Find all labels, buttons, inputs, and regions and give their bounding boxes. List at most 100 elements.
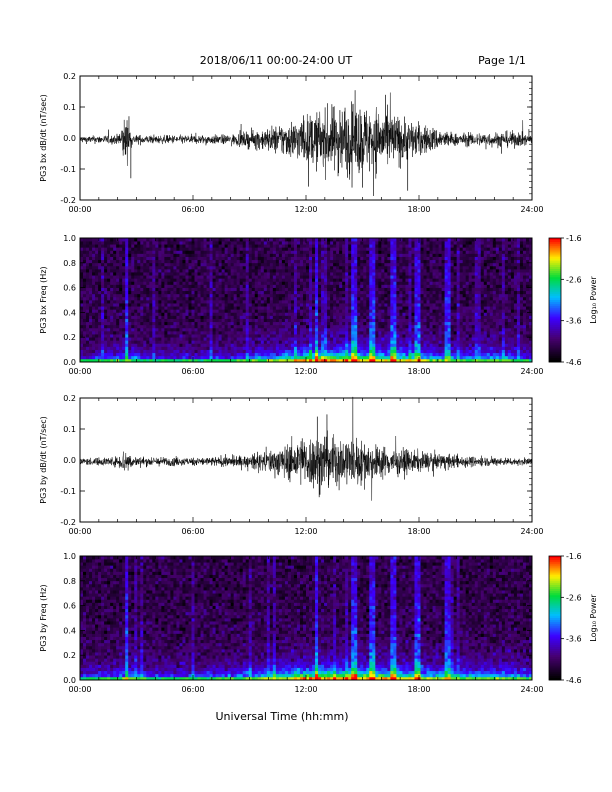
spectrogram-cell <box>257 241 262 245</box>
spectrogram-cell <box>281 293 286 298</box>
spectrogram-cell <box>110 337 114 341</box>
spectrogram-cell <box>299 358 304 363</box>
spectrogram-cell <box>414 253 418 257</box>
spectrogram-cell <box>257 253 262 257</box>
spectrogram-cell <box>257 331 262 335</box>
spectrogram-cell <box>86 327 90 332</box>
spectrogram-cell <box>92 337 96 341</box>
spectrogram-cell <box>342 244 346 248</box>
spectrogram-cell <box>104 315 108 319</box>
spectrogram-cell <box>182 247 186 251</box>
spectrogram-cell <box>110 247 114 251</box>
spectrogram-cell <box>263 275 268 279</box>
spectrogram-cell <box>354 315 358 319</box>
spectrogram-cell <box>390 293 394 298</box>
spectrogram-cell <box>230 256 235 261</box>
spectrogram-cell <box>330 296 334 301</box>
spectrogram-cell <box>309 358 313 363</box>
spectrogram-cell <box>110 244 114 248</box>
spectrogram-cell <box>215 296 219 301</box>
spectrogram-cell <box>369 331 373 335</box>
spectrogram-cell <box>260 318 265 323</box>
spectrogram-cell <box>125 309 129 313</box>
spectrogram-cell <box>176 241 180 245</box>
spectrogram-cell <box>176 312 180 316</box>
spectrogram-cell <box>366 269 370 273</box>
spectrogram-cell <box>236 275 241 279</box>
spectrogram-cell <box>372 296 376 301</box>
spectrogram-cell <box>170 272 174 276</box>
spectrogram-cell <box>128 253 132 257</box>
spectrogram-cell <box>366 238 370 242</box>
spectrogram-cell <box>444 324 448 329</box>
spectrogram-cell <box>366 306 370 310</box>
spectrogram-cell <box>164 287 168 292</box>
spectrogram-cell <box>227 352 232 357</box>
spectrogram-cell <box>312 269 316 273</box>
spectrogram-cell <box>312 272 316 276</box>
spectrogram-cell <box>384 327 388 332</box>
spectrogram-cell <box>378 253 382 257</box>
spectrogram-cell <box>414 287 418 292</box>
spectrogram-cell <box>131 247 135 251</box>
spectrogram-cell <box>348 241 352 245</box>
spectrogram-cell <box>444 281 448 285</box>
spectrogram-cell <box>188 331 192 335</box>
spectrogram-cell <box>101 269 105 273</box>
spectrogram-cell <box>351 337 355 341</box>
spectrogram-cell <box>381 284 385 288</box>
spectrogram-cell <box>98 275 102 279</box>
spectrogram-cell <box>185 247 189 251</box>
spectrogram-cell <box>327 349 331 354</box>
spectrogram-cell <box>236 250 241 254</box>
spectrogram-cell <box>203 346 207 350</box>
spectrogram-cell <box>236 241 241 245</box>
spectrogram-cell <box>161 321 165 326</box>
spectrogram-cell <box>330 340 334 344</box>
spectrogram-cell <box>351 256 355 261</box>
spectrogram-cell <box>269 321 274 326</box>
spectrogram-cell <box>239 262 244 267</box>
spectrogram-cell <box>330 358 334 363</box>
spectrogram-cell <box>215 349 219 354</box>
spectrogram-cell <box>224 290 228 295</box>
spectrogram-cell <box>236 352 241 357</box>
spectrogram-cell <box>230 272 235 276</box>
spectrogram-cell <box>293 337 298 341</box>
spectrogram-cell <box>390 241 394 245</box>
spectrogram-cell <box>248 269 253 273</box>
spectrogram-cell <box>438 352 442 357</box>
spectrogram-cell <box>173 241 177 245</box>
spectrogram-cell <box>170 290 174 295</box>
spectrogram-cell <box>113 290 117 295</box>
spectrogram-cell <box>218 284 222 288</box>
spectrogram-cell <box>296 259 301 264</box>
spectrogram-cell <box>408 340 412 344</box>
spectrogram-cell <box>92 247 96 251</box>
spectrogram-cell <box>375 241 379 245</box>
spectrogram-cell <box>387 238 391 242</box>
spectrogram-cell <box>104 334 108 338</box>
spectrogram-cell <box>95 269 99 273</box>
spectrogram-cell <box>218 327 222 332</box>
spectrogram-cell <box>399 303 403 307</box>
spectrogram-cell <box>342 281 346 285</box>
spectrogram-cell <box>173 265 177 270</box>
spectrogram-cell <box>104 259 108 264</box>
spectrogram-cell <box>248 306 253 310</box>
spectrogram-cell <box>230 306 235 310</box>
spectrogram-cell <box>200 275 204 279</box>
spectrogram-cell <box>128 300 132 304</box>
spectrogram-cell <box>287 337 292 341</box>
spectrogram-cell <box>155 343 159 347</box>
spectrogram-cell <box>203 287 207 292</box>
spectrogram-cell <box>95 290 99 295</box>
spectrogram-cell <box>209 238 213 242</box>
spectrogram-cell <box>426 303 430 307</box>
spectrogram-cell <box>170 312 174 316</box>
spectrogram-cell <box>345 346 349 350</box>
spectrogram-cell <box>149 253 153 257</box>
spectrogram-cell <box>98 346 102 350</box>
spectrogram-cell <box>185 284 189 288</box>
